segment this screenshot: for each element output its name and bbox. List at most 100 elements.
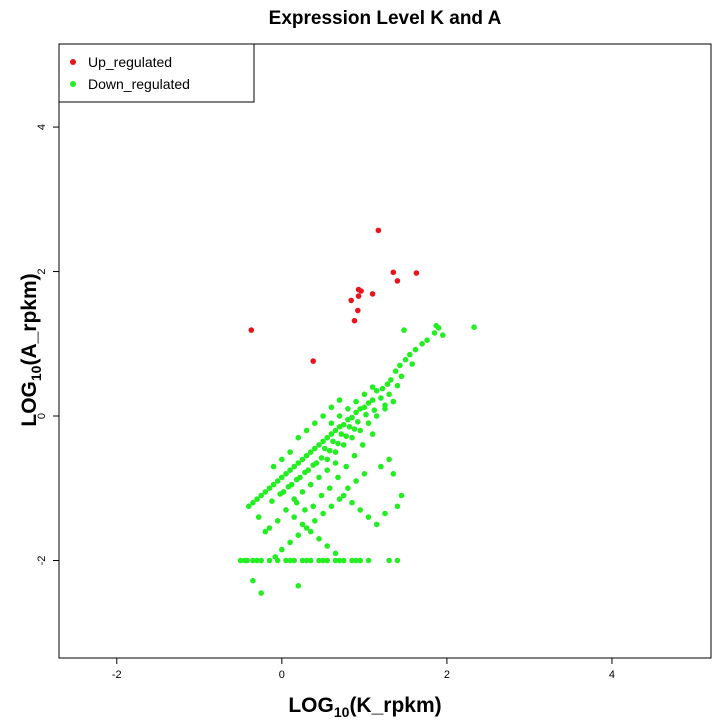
down-regulated-point-35: [351, 426, 358, 432]
down-regulated-point-42: [316, 442, 322, 448]
down-regulated-point-127: [373, 413, 380, 419]
down-regulated-point-4: [471, 324, 477, 331]
down-regulated-point-12: [397, 362, 403, 369]
down-regulated-point-114: [320, 510, 326, 517]
down-regulated-point-157: [258, 557, 265, 564]
down-regulated-point-72: [361, 391, 368, 398]
down-regulated-point-16: [384, 381, 391, 388]
down-regulated-point-103: [382, 510, 388, 517]
down-regulated-point-87: [279, 456, 285, 463]
down-regulated-point-178: [336, 557, 343, 564]
down-regulated-point-34: [336, 424, 343, 430]
down-regulated-point-22: [369, 397, 376, 403]
down-regulated-point-121: [307, 481, 314, 488]
down-regulated-point-135: [326, 485, 333, 492]
down-regulated-point-112: [336, 496, 343, 502]
down-regulated-point-152: [288, 481, 295, 488]
down-regulated-point-123: [324, 467, 331, 474]
down-regulated-point-107: [378, 463, 384, 470]
x-axis-title-prefix: LOG: [288, 694, 334, 717]
down-regulated-point-68: [328, 420, 335, 427]
up-regulated-point-12: [310, 358, 317, 364]
up-regulated-point-8: [348, 297, 355, 304]
down-regulated-point-29: [363, 411, 369, 418]
down-regulated-point-104: [390, 471, 397, 477]
down-regulated-point-119: [279, 546, 285, 553]
down-regulated-point-23: [365, 400, 372, 406]
down-regulated-point-26: [357, 406, 364, 412]
down-regulated-point-149: [313, 460, 320, 466]
down-regulated-point-67: [246, 503, 252, 510]
down-regulated-point-101: [365, 514, 372, 520]
down-regulated-point-138: [302, 507, 308, 513]
down-regulated-point-41: [335, 440, 341, 447]
down-regulated-point-63: [258, 492, 265, 499]
y-axis: -2 0 2 4: [36, 124, 59, 565]
down-regulated-point-39: [324, 434, 331, 441]
down-regulated-point-159: [274, 557, 281, 564]
down-regulated-point-110: [353, 478, 359, 484]
down-regulated-point-171: [386, 557, 392, 564]
y-tick-label-2: 2: [36, 268, 48, 274]
legend-marker-up: [70, 59, 76, 65]
down-regulated-point-3: [440, 332, 446, 338]
y-axis-title-prefix: LOG: [18, 381, 41, 427]
down-regulated-point-69: [336, 413, 343, 419]
down-regulated-point-124: [332, 460, 339, 466]
y-axis-title-sub: 10: [28, 365, 44, 381]
legend-label-up: Up_regulated: [88, 54, 172, 70]
y-tick-label-3: 4: [36, 124, 48, 130]
legend-label-down: Down_regulated: [88, 76, 190, 92]
down-regulated-point-170: [365, 557, 372, 564]
down-regulated-point-174: [254, 557, 260, 564]
down-regulated-point-162: [299, 557, 306, 564]
down-regulated-point-51: [291, 463, 298, 470]
down-regulated-point-161: [291, 557, 298, 564]
down-regulated-point-15: [388, 377, 394, 383]
down-regulated-point-117: [295, 532, 302, 538]
down-regulated-point-38: [343, 433, 350, 440]
down-regulated-point-143: [258, 590, 265, 596]
down-regulated-point-160: [283, 557, 289, 564]
down-regulated-point-115: [312, 518, 318, 524]
down-regulated-point-173: [244, 557, 250, 564]
down-regulated-point-137: [310, 503, 317, 510]
up-regulated-point-0: [375, 227, 382, 234]
down-regulated-point-80: [295, 434, 302, 441]
down-regulated-point-89: [283, 507, 289, 513]
up-regulated-point-11: [248, 327, 255, 333]
down-regulated-point-79: [365, 420, 372, 427]
down-regulated-point-172: [394, 557, 401, 564]
down-regulated-point-93: [316, 536, 322, 542]
down-regulated-point-55: [279, 474, 285, 481]
down-regulated-point-145: [322, 445, 328, 452]
down-regulated-point-84: [328, 404, 335, 411]
down-regulated-point-86: [287, 449, 293, 455]
down-regulated-point-46: [303, 452, 310, 459]
down-regulated-point-88: [270, 463, 277, 470]
down-regulated-point-128: [382, 406, 388, 412]
down-regulated-point-99: [349, 499, 355, 506]
down-regulated-point-163: [307, 557, 314, 564]
down-regulated-point-136: [318, 492, 325, 499]
y-tick-label-0: -2: [36, 556, 48, 566]
down-regulated-point-8: [412, 346, 419, 353]
down-regulated-point-92: [307, 528, 314, 535]
plot-frame: [58, 43, 712, 659]
down-regulated-point-18: [379, 385, 386, 392]
down-regulated-point-1: [435, 325, 442, 331]
down-regulated-point-45: [307, 449, 314, 455]
up-regulated-point-2: [413, 270, 420, 276]
down-regulated-point-91: [299, 521, 306, 528]
down-regulated-point-57: [274, 478, 281, 484]
up-regulated-point-9: [355, 307, 361, 314]
x-axis-title-suffix: (K_rpkm): [349, 694, 441, 717]
down-regulated-point-100: [357, 507, 364, 513]
down-regulated-point-76: [340, 442, 347, 448]
down-regulated-point-27: [371, 407, 378, 414]
down-regulated-point-9: [407, 351, 413, 358]
up-regulated-point-10: [351, 317, 358, 324]
down-regulated-point-11: [409, 361, 416, 367]
down-regulated-point-153: [280, 489, 287, 495]
